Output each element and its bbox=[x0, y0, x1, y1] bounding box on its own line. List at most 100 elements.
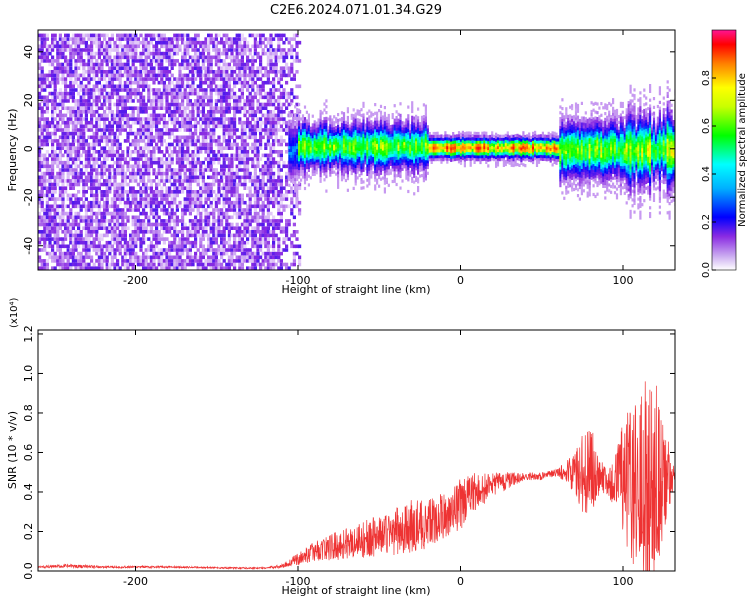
heatmap-cell bbox=[149, 190, 153, 194]
heatmap-cell bbox=[269, 255, 273, 260]
heatmap-cell bbox=[58, 204, 62, 209]
heatmap-cell bbox=[69, 186, 73, 190]
heatmap-cell bbox=[98, 270, 101, 274]
heatmap-cell bbox=[147, 219, 151, 223]
heatmap-cell bbox=[61, 99, 65, 103]
heatmap-cell bbox=[279, 186, 283, 190]
heatmap-cell bbox=[196, 62, 200, 67]
heatmap-cell bbox=[71, 135, 75, 140]
heatmap-cell bbox=[217, 208, 221, 212]
heatmap-cell bbox=[243, 157, 247, 161]
heatmap-cell bbox=[38, 135, 42, 140]
heatmap-cell bbox=[71, 40, 75, 45]
heatmap-cell bbox=[61, 160, 65, 165]
heatmap-cell bbox=[103, 193, 107, 198]
heatmap-cell bbox=[48, 44, 52, 49]
heatmap-cell bbox=[266, 259, 270, 263]
heatmap-cell bbox=[129, 128, 133, 132]
heatmap-cell bbox=[69, 208, 73, 212]
heatmap-cell bbox=[243, 113, 247, 118]
heatmap-cell bbox=[97, 124, 101, 129]
heatmap-cell bbox=[248, 193, 252, 198]
heatmap-cell bbox=[207, 255, 211, 260]
heatmap-cell bbox=[116, 66, 120, 70]
heatmap-cell bbox=[175, 233, 179, 238]
heatmap-cell bbox=[261, 259, 265, 263]
heatmap-cell bbox=[277, 168, 281, 172]
heatmap-cell bbox=[212, 131, 216, 136]
heatmap-cell bbox=[186, 157, 190, 161]
heatmap-cell bbox=[165, 179, 169, 183]
heatmap-cell bbox=[118, 251, 122, 256]
heatmap-cell bbox=[79, 128, 83, 132]
heatmap-cell bbox=[152, 120, 156, 125]
heatmap-cell bbox=[264, 204, 268, 209]
heatmap-cell bbox=[56, 182, 60, 187]
heatmap-cell bbox=[188, 204, 192, 209]
heatmap-cell bbox=[48, 171, 52, 176]
heatmap-cell bbox=[45, 55, 49, 60]
heatmap-cell bbox=[240, 37, 244, 41]
heatmap-cell bbox=[61, 62, 65, 67]
heatmap-cell bbox=[38, 266, 42, 270]
heatmap-cell bbox=[136, 168, 140, 172]
heatmap-cell bbox=[248, 33, 252, 38]
heatmap-cell bbox=[181, 77, 185, 81]
heatmap-cell bbox=[136, 110, 140, 114]
heatmap-cell bbox=[279, 150, 283, 154]
heatmap-cell bbox=[43, 219, 47, 223]
heatmap-cell bbox=[220, 113, 224, 118]
heatmap-cell bbox=[251, 244, 255, 249]
heatmap-cell bbox=[61, 55, 65, 60]
heatmap-cell bbox=[256, 193, 260, 198]
heatmap-cell bbox=[51, 230, 55, 234]
heatmap-cell bbox=[121, 179, 125, 183]
heatmap-cell bbox=[230, 135, 234, 140]
heatmap-cell bbox=[214, 226, 218, 230]
heatmap-cell bbox=[256, 160, 260, 165]
heatmap-cell bbox=[183, 153, 187, 158]
heatmap-cell bbox=[290, 99, 294, 103]
heatmap-cell bbox=[269, 131, 273, 136]
heatmap-cell bbox=[212, 153, 216, 158]
heatmap-cell bbox=[290, 160, 293, 164]
heatmap-cell bbox=[144, 102, 148, 107]
heatmap-cell bbox=[110, 215, 114, 220]
heatmap-cell bbox=[100, 168, 104, 172]
heatmap-cell bbox=[178, 164, 182, 169]
heatmap-cell bbox=[178, 168, 182, 172]
heatmap-cell bbox=[121, 62, 125, 67]
heatmap-cell bbox=[58, 251, 62, 256]
heatmap-cell bbox=[238, 135, 242, 140]
heatmap-cell bbox=[113, 48, 117, 52]
heatmap-cell bbox=[126, 248, 130, 252]
heatmap-cell bbox=[103, 190, 107, 194]
heatmap-cell bbox=[139, 164, 143, 169]
heatmap-cell bbox=[209, 135, 213, 140]
heatmap-cell bbox=[95, 244, 99, 249]
heatmap-cell bbox=[183, 157, 187, 161]
heatmap-cell bbox=[71, 179, 75, 183]
heatmap-cell bbox=[217, 146, 221, 150]
heatmap-cell bbox=[183, 95, 187, 100]
heatmap-cell bbox=[246, 215, 250, 220]
heatmap-cell bbox=[212, 215, 216, 220]
heatmap-cell bbox=[77, 66, 81, 70]
heatmap-cell bbox=[100, 211, 104, 216]
heatmap-cell bbox=[90, 62, 94, 67]
heatmap-cell bbox=[253, 179, 257, 183]
heatmap-cell bbox=[246, 48, 250, 52]
heatmap-cell bbox=[79, 233, 83, 238]
heatmap-cell bbox=[290, 166, 293, 170]
heatmap-cell bbox=[220, 266, 224, 270]
heatmap-cell bbox=[243, 244, 247, 249]
heatmap-cell bbox=[230, 153, 234, 158]
heatmap-cell bbox=[79, 171, 83, 176]
heatmap-cell bbox=[285, 226, 289, 230]
heatmap-cell bbox=[264, 164, 268, 169]
heatmap-cell bbox=[155, 211, 159, 216]
heatmap-cell bbox=[113, 200, 117, 205]
heatmap-cell bbox=[165, 262, 169, 267]
heatmap-cell bbox=[100, 48, 104, 52]
heatmap-cell bbox=[129, 193, 133, 198]
